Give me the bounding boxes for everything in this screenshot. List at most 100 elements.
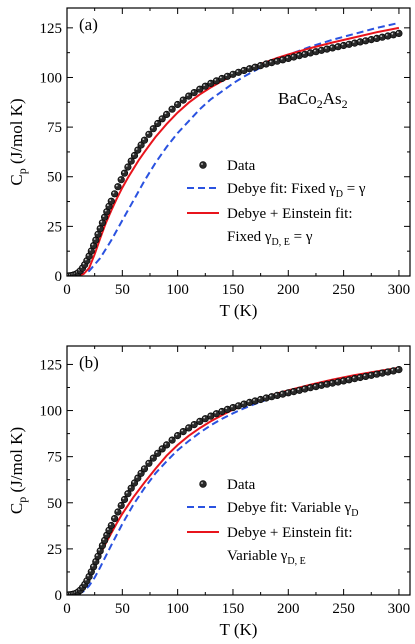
data-point-highlight bbox=[87, 574, 89, 577]
data-point-highlight bbox=[275, 59, 277, 61]
data-point-highlight bbox=[396, 367, 399, 370]
data-point-highlight bbox=[89, 569, 92, 572]
data-point-highlight bbox=[155, 121, 158, 124]
data-point-highlight bbox=[336, 44, 338, 47]
data-point-highlight bbox=[330, 45, 333, 48]
data-point-highlight bbox=[107, 528, 109, 531]
data-point-highlight bbox=[352, 41, 355, 43]
x-tick-label: 200 bbox=[277, 601, 300, 617]
legend-label: Debye + Einstein fit: bbox=[227, 525, 353, 541]
data-point-highlight bbox=[186, 94, 189, 96]
data-point-highlight bbox=[269, 394, 272, 397]
legend-label-text: Variable γ bbox=[227, 548, 288, 564]
data-point-highlight bbox=[129, 159, 132, 161]
data-point-highlight bbox=[391, 32, 394, 35]
data-point-highlight bbox=[175, 102, 178, 105]
data-point-highlight bbox=[104, 209, 107, 212]
data-point bbox=[174, 100, 182, 109]
data-point bbox=[120, 169, 129, 177]
data-point bbox=[168, 436, 176, 444]
data-point-highlight bbox=[380, 35, 383, 37]
data-point-highlight bbox=[89, 249, 92, 251]
legend-marker-highlight bbox=[201, 163, 203, 165]
data-point-highlight bbox=[132, 153, 135, 156]
x-tick-label: 0 bbox=[63, 282, 71, 298]
x-tick-label: 300 bbox=[388, 282, 411, 298]
data-point-highlight bbox=[160, 446, 163, 449]
y-axis-label-rest: (J/mol K) bbox=[7, 427, 26, 497]
data-point-highlight bbox=[314, 49, 316, 52]
debye-fit-line bbox=[67, 21, 400, 276]
x-tick-label: 250 bbox=[332, 282, 355, 298]
data-point-highlight bbox=[125, 491, 128, 494]
compound-label-part: As bbox=[323, 89, 342, 108]
data-point-highlight bbox=[139, 471, 141, 474]
compound-label: BaCo2As2 bbox=[278, 89, 348, 111]
data-point-highlight bbox=[109, 523, 112, 526]
data-point-highlight bbox=[391, 368, 394, 371]
data-point-highlight bbox=[115, 184, 118, 187]
data-point-highlight bbox=[319, 48, 322, 51]
data-point-highlight bbox=[208, 414, 211, 416]
legend-label: Data bbox=[227, 158, 256, 174]
data-point-highlight bbox=[396, 31, 399, 34]
y-tick-label: 0 bbox=[55, 269, 63, 285]
y-axis-label: Cp (J/mol K) bbox=[7, 98, 29, 185]
data-point-highlight bbox=[231, 405, 233, 408]
data-point-highlight bbox=[142, 138, 145, 141]
data-point-highlight bbox=[115, 510, 118, 512]
x-tick-label: 150 bbox=[222, 282, 245, 298]
data-point-highlight bbox=[347, 42, 349, 45]
data-point-highlight bbox=[280, 392, 283, 394]
data-point-highlight bbox=[297, 388, 300, 391]
data-point-highlight bbox=[297, 53, 300, 56]
data-point-highlight bbox=[203, 84, 206, 86]
compound-label-part: BaCo bbox=[278, 89, 317, 108]
legend-label-text: Data bbox=[227, 477, 256, 493]
data-point-highlight bbox=[374, 36, 377, 39]
data-point bbox=[174, 432, 182, 440]
data-point-highlight bbox=[275, 393, 277, 396]
y-tick-label: 50 bbox=[47, 170, 62, 186]
data-point-highlight bbox=[87, 254, 89, 256]
x-tick-label: 50 bbox=[115, 282, 130, 298]
data-point-highlight bbox=[258, 397, 261, 400]
data-point-highlight bbox=[98, 226, 100, 229]
data-point-highlight bbox=[225, 407, 228, 410]
data-point-highlight bbox=[363, 374, 366, 377]
y-tick-label: 100 bbox=[40, 404, 63, 420]
y-tick-label: 75 bbox=[47, 120, 62, 136]
data-point-highlight bbox=[236, 403, 239, 406]
data-point-highlight bbox=[242, 402, 244, 404]
panel-a: 0 50 100 150 200 250 300 0 25 50 75 100 125 T (K) Cp (… bbox=[7, 7, 411, 320]
data-point bbox=[168, 105, 176, 113]
data-point-highlight bbox=[380, 371, 383, 373]
data-point-highlight bbox=[170, 438, 172, 440]
data-point-highlight bbox=[102, 538, 105, 541]
panel-label: (b) bbox=[79, 353, 99, 372]
y-tick-label: 125 bbox=[40, 21, 63, 37]
data-point-highlight bbox=[109, 199, 112, 202]
data-point-highlight bbox=[186, 425, 189, 428]
panel-b: 0 50 100 150 200 250 300 0 25 50 75 100 125 T (K) Cp (… bbox=[7, 345, 411, 639]
data-point-highlight bbox=[319, 383, 322, 386]
legend-label-sub: D bbox=[336, 189, 343, 200]
data-point-highlight bbox=[363, 38, 366, 41]
y-tick-label: 0 bbox=[55, 588, 63, 604]
data-point-highlight bbox=[155, 451, 158, 454]
data-point bbox=[124, 163, 132, 171]
data-point-highlight bbox=[181, 429, 184, 432]
legend-label-sub: D, E bbox=[272, 237, 290, 248]
data-point bbox=[114, 183, 122, 191]
data-point-highlight bbox=[264, 396, 266, 398]
data-point-highlight bbox=[139, 143, 141, 145]
data-point-highlight bbox=[91, 564, 94, 567]
data-point-highlight bbox=[325, 382, 327, 384]
legend-marker bbox=[199, 161, 207, 169]
data-point bbox=[107, 197, 115, 205]
data-point bbox=[117, 176, 125, 184]
y-axis-label-base: C bbox=[7, 503, 26, 514]
data-point-highlight bbox=[132, 481, 135, 483]
data-point-highlight bbox=[385, 370, 388, 372]
data-point-highlight bbox=[135, 476, 138, 478]
